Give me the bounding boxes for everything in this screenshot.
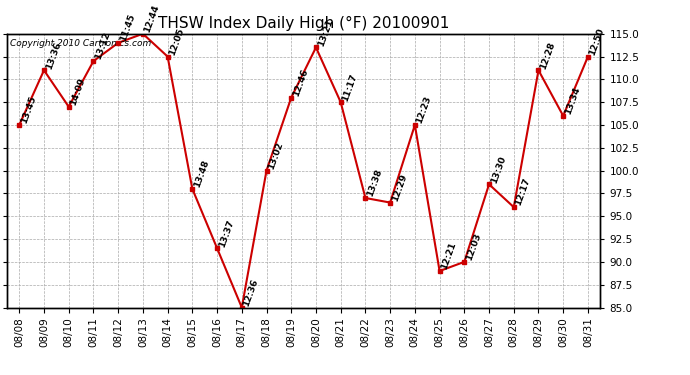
Text: 13:21: 13:21	[316, 18, 334, 48]
Text: Copyright 2010 Cartronics.com: Copyright 2010 Cartronics.com	[10, 39, 151, 48]
Text: 11:17: 11:17	[341, 72, 359, 102]
Text: 12:28: 12:28	[538, 40, 557, 70]
Text: 12:50: 12:50	[588, 27, 606, 57]
Text: 13:45: 13:45	[19, 95, 37, 125]
Text: 12:46: 12:46	[291, 68, 310, 98]
Text: 12:23: 12:23	[415, 95, 433, 125]
Text: 12:03: 12:03	[464, 232, 482, 262]
Text: 13:48: 13:48	[193, 159, 210, 189]
Text: 13:37: 13:37	[217, 218, 235, 248]
Text: 12:05: 12:05	[168, 27, 186, 57]
Text: 13:38: 13:38	[366, 168, 384, 198]
Text: 12:36: 12:36	[241, 278, 260, 308]
Text: 14:09: 14:09	[69, 76, 87, 107]
Text: 11:45: 11:45	[118, 13, 137, 43]
Text: 12:44: 12:44	[143, 3, 161, 34]
Text: 13:34: 13:34	[563, 86, 582, 116]
Text: 12:21: 12:21	[440, 241, 458, 271]
Text: 12:29: 12:29	[390, 172, 408, 202]
Text: 13:30: 13:30	[489, 154, 507, 184]
Title: THSW Index Daily High (°F) 20100901: THSW Index Daily High (°F) 20100901	[158, 16, 449, 31]
Text: 13:02: 13:02	[266, 141, 285, 171]
Text: 13:12: 13:12	[93, 31, 112, 61]
Text: 13:36: 13:36	[44, 40, 62, 70]
Text: 12:17: 12:17	[514, 177, 532, 207]
